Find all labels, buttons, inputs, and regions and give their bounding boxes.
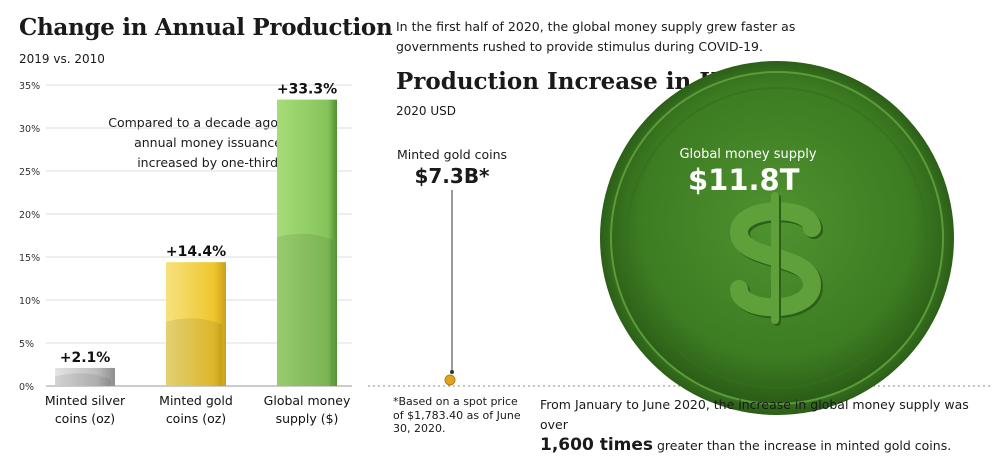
bar xyxy=(277,99,337,387)
bar-shading xyxy=(277,233,333,386)
x-category-label: coins (oz) xyxy=(55,411,115,426)
x-category-label: coins (oz) xyxy=(166,411,226,426)
bar-shading xyxy=(55,373,111,386)
bar xyxy=(55,367,115,386)
x-category-label: Minted gold xyxy=(159,393,233,408)
summary-pre: From January to June 2020, the increase … xyxy=(540,397,969,432)
panel-subtitle: 2020 USD xyxy=(396,104,456,118)
summary-text: From January to June 2020, the increase … xyxy=(540,395,990,456)
bar xyxy=(166,262,226,386)
gold-coins-label: Minted gold coins xyxy=(396,147,508,162)
leader-dot xyxy=(450,370,454,374)
y-tick-label: 30% xyxy=(19,124,40,135)
bar-shading xyxy=(166,318,222,386)
bar-value-label: +33.3% xyxy=(277,82,337,98)
money-supply-value: $11.8T xyxy=(688,163,800,197)
y-tick-label: 15% xyxy=(19,253,40,264)
x-category-label: Global money xyxy=(264,393,351,408)
bar-value-label: +2.1% xyxy=(60,350,111,366)
money-supply-label: Global money supply xyxy=(679,147,817,162)
chart-annotation: Compared to a decade ago, annual money i… xyxy=(108,115,282,170)
gold-coins-value: $7.3B* xyxy=(414,164,490,188)
bar-value-label: +14.4% xyxy=(166,244,226,260)
summary-emphasis: 1,600 times xyxy=(540,435,654,455)
y-tick-label: 25% xyxy=(19,167,40,178)
x-category-label: Minted silver xyxy=(45,393,126,408)
chart-title: Change in Annual Production xyxy=(19,14,393,41)
footnote: *Based on a spot price of $1,783.40 as o… xyxy=(393,395,521,435)
y-tick-label: 10% xyxy=(19,296,40,307)
intro-text: In the first half of 2020, the global mo… xyxy=(396,19,796,54)
chart-subtitle: 2019 vs. 2010 xyxy=(19,52,105,66)
dollar-icon xyxy=(729,192,824,326)
gold-coin-dot xyxy=(444,374,456,386)
y-tick-label: 20% xyxy=(19,210,40,221)
x-category-label: supply ($) xyxy=(276,411,339,426)
y-tick-label: 0% xyxy=(19,382,34,393)
y-tick-label: 35% xyxy=(19,81,40,92)
y-tick-label: 5% xyxy=(19,339,34,350)
summary-post: greater than the increase in minted gold… xyxy=(657,438,952,453)
